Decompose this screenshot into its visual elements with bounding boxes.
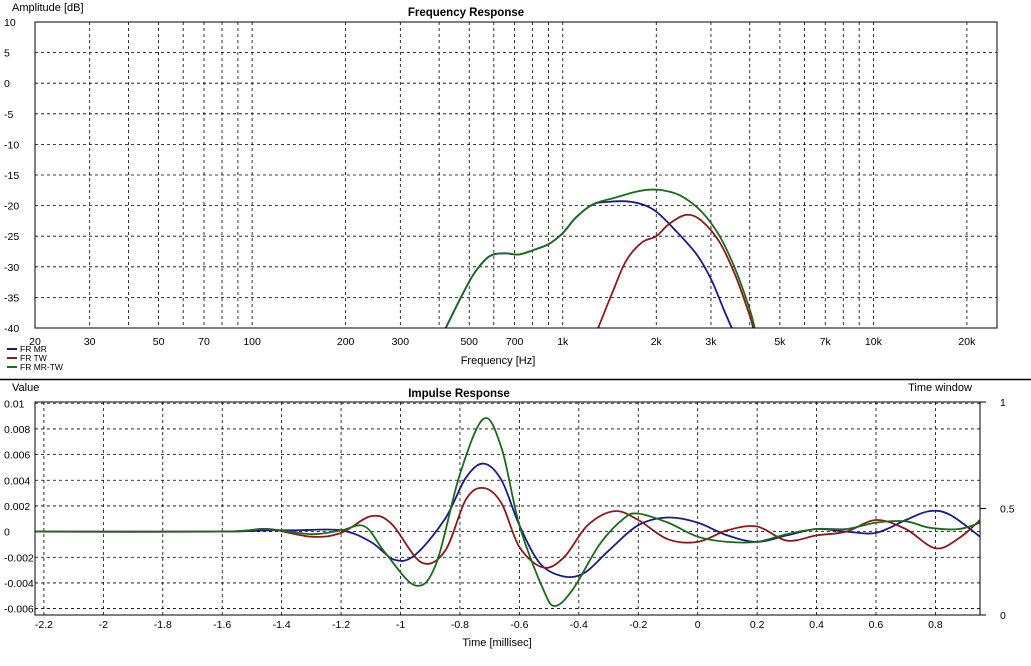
legend-label: FR TW — [20, 353, 47, 363]
fr-series-line-1 — [444, 200, 733, 329]
legend-label: FR MR — [20, 344, 47, 354]
ir-xtick-label: -0.2 — [629, 619, 647, 631]
ir-right-tick-label: 1 — [1000, 397, 1006, 409]
fr-ytick-label: -25 — [4, 231, 19, 243]
fr-ytick-label: 10 — [4, 17, 16, 29]
fr-plot-frame — [34, 21, 998, 329]
ir-xtick-label: 0.8 — [928, 619, 943, 631]
fr-xtick-label: 100 — [243, 336, 261, 348]
ir-ylabel: Value — [12, 382, 39, 394]
ir-series-line-1 — [34, 462, 981, 579]
ir-xtick-label: 0 — [695, 619, 701, 631]
fr-ytick-label: -30 — [4, 262, 19, 274]
ir-plot-frame — [34, 401, 981, 616]
ir-xtick-label: -1.2 — [332, 619, 350, 631]
ir-xtick-label: -0.8 — [451, 619, 469, 631]
fr-xtick-label: 300 — [392, 336, 410, 348]
fr-xtick-label: 500 — [460, 336, 478, 348]
ir-xtick-label: 0.6 — [869, 619, 884, 631]
fr-series-line-2 — [597, 213, 754, 329]
ir-xtick-label: -1.8 — [154, 619, 172, 631]
fr-xtick-label: 700 — [506, 336, 524, 348]
fr-xtick-label: 10k — [865, 336, 883, 348]
fr-xtick-label: 70 — [198, 336, 210, 348]
fr-xtick-label: 50 — [153, 336, 165, 348]
fr-xtick-label: 7k — [820, 336, 832, 348]
ir-right-tick-label: 0.5 — [1000, 504, 1015, 516]
ir-right-axis: 10.50 — [980, 397, 1015, 622]
ir-xtick-label: -2 — [99, 619, 108, 631]
ir-xtick-label: 0.2 — [750, 619, 765, 631]
fr-xtick-label: 3k — [705, 336, 717, 348]
fr-ytick-label: -5 — [4, 109, 13, 121]
fr-ytick-label: -10 — [4, 139, 19, 151]
fr-ytick-label: -35 — [4, 292, 19, 304]
ir-xtick-label: -1.4 — [273, 619, 291, 631]
fr-xtick-label: 30 — [84, 336, 96, 348]
ir-series-line-2 — [34, 486, 981, 569]
fr-ytick-label: -15 — [4, 170, 19, 182]
ir-xlabel: Time [millisec] — [462, 637, 531, 649]
ir-ytick-label: -0.002 — [4, 552, 34, 564]
fr-xtick-label: 20k — [958, 336, 976, 348]
ir-tick-labels: 0.01 0.008 0.006 0.004 0.002 0 -0.002 -0.004 -0.… — [4, 398, 943, 631]
fr-ytick-label: 0 — [4, 78, 10, 90]
ir-ytick-label: -0.006 — [4, 604, 34, 616]
ir-series — [34, 417, 981, 607]
ir-xtick-label: -2.2 — [35, 619, 53, 631]
legend-label: FR MR-TW — [20, 362, 63, 372]
ir-ytick-label: 0.008 — [4, 424, 30, 436]
ir-ytick-label: -0.004 — [4, 578, 34, 590]
fr-title: Frequency Response — [408, 7, 524, 19]
fr-ytick-label: -20 — [4, 201, 19, 213]
ir-xtick-label: -0.4 — [570, 619, 588, 631]
ir-ytick-label: 0 — [4, 527, 10, 539]
fr-grid — [34, 21, 997, 329]
ir-grid — [35, 402, 980, 615]
fr-ytick-label: -40 — [4, 323, 19, 335]
ir-xtick-label: -1.6 — [213, 619, 231, 631]
ir-ytick-label: 0.004 — [4, 475, 30, 487]
fr-xlabel: Frequency [Hz] — [461, 355, 536, 367]
ir-xtick-label: -1 — [396, 619, 405, 631]
ir-right-tick-label: 0 — [1000, 610, 1006, 622]
ir-series-line-3 — [34, 417, 981, 607]
fr-series-line-3 — [444, 188, 756, 329]
ir-ytick-label: 0.01 — [4, 398, 25, 410]
ir-title: Impulse Response — [408, 388, 510, 400]
ir-xtick-label: 0.4 — [809, 619, 824, 631]
fr-ylabel: Amplitude [dB] — [12, 2, 84, 14]
fr-ytick-label: 5 — [4, 48, 10, 60]
fr-xtick-label: 2k — [651, 336, 663, 348]
ir-ytick-label: 0.002 — [4, 501, 30, 513]
ir-xtick-label: -0.6 — [510, 619, 528, 631]
fr-xtick-label: 5k — [774, 336, 786, 348]
fr-xtick-label: 1k — [557, 336, 569, 348]
fr-xtick-label: 20 — [29, 336, 41, 348]
ir-ytick-label: 0.006 — [4, 450, 30, 462]
fr-xtick-label: 200 — [337, 336, 355, 348]
fr-series — [444, 188, 756, 329]
ir-right-label: Time window — [908, 382, 972, 394]
